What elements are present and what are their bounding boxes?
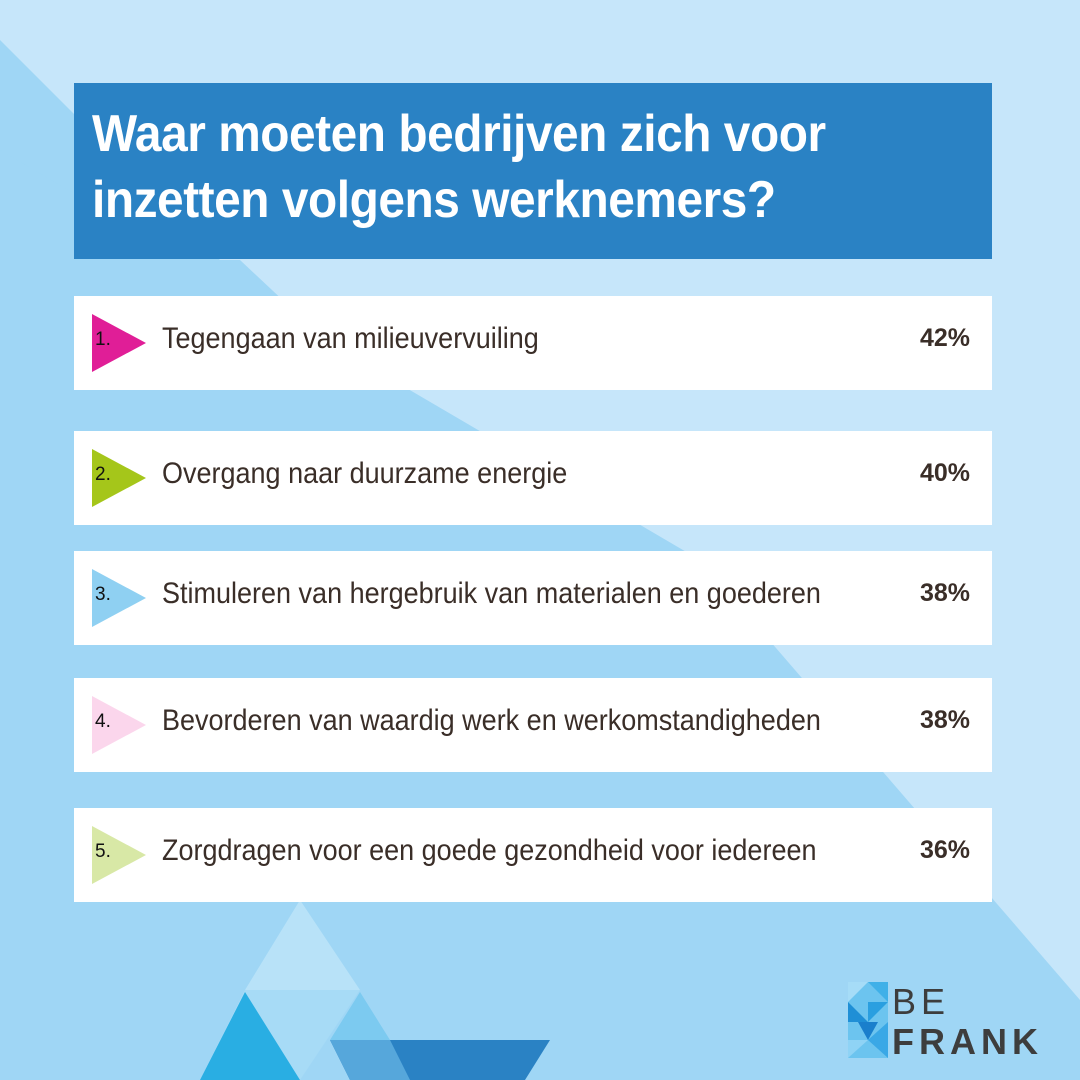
list-item: 5. Zorgdragen voor een goede gezondheid … (74, 808, 992, 902)
item-percent: 42% (919, 324, 970, 352)
logo-text: BE FRANK (892, 981, 1043, 1062)
item-label: Zorgdragen voor een goede gezondheid voo… (162, 834, 817, 867)
list-item: 4. Bevorderen van waardig werk en werkom… (74, 678, 992, 772)
page-title: Waar moeten bedrijven zich voor inzetten… (92, 105, 826, 229)
item-percent: 38% (919, 706, 970, 734)
rank: 3. (95, 584, 111, 605)
list-item: 1. Tegengaan van milieuvervuiling 42% (74, 296, 992, 390)
rank: 5. (95, 841, 111, 862)
item-label: Tegengaan van milieuvervuiling (162, 322, 539, 355)
logo-mosaic-icon (848, 982, 888, 1058)
rank: 4. (95, 711, 111, 732)
item-percent: 38% (919, 579, 970, 607)
item-label: Overgang naar duurzame energie (162, 457, 568, 490)
rank: 2. (95, 464, 111, 485)
list-item: 3. Stimuleren van hergebruik van materia… (74, 551, 992, 645)
rank: 1. (95, 329, 111, 350)
item-percent: 40% (919, 459, 970, 487)
list-item: 2. Overgang naar duurzame energie 40% (74, 431, 992, 525)
title-banner: Waar moeten bedrijven zich voor inzetten… (74, 83, 992, 259)
item-label: Stimuleren van hergebruik van materialen… (162, 577, 821, 610)
triangle-marker-icon (92, 314, 146, 372)
triangle-marker-icon (92, 449, 146, 507)
triangle-marker-icon (92, 569, 146, 627)
triangle-marker-icon (92, 696, 146, 754)
triangle-marker-icon (92, 826, 146, 884)
item-percent: 36% (919, 836, 970, 864)
item-label: Bevorderen van waardig werk en werkomsta… (162, 704, 821, 737)
